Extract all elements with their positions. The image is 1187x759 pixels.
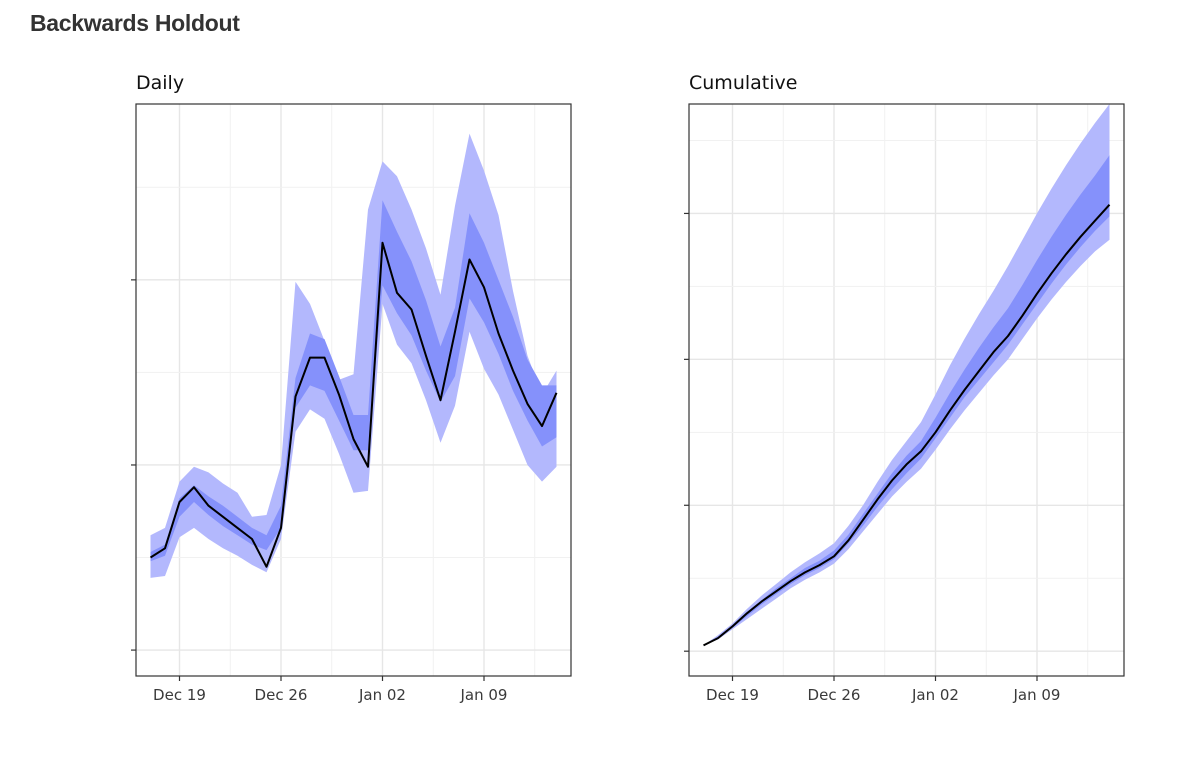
x-tick-label: Jan 02 <box>911 686 959 704</box>
median-line <box>703 204 1111 647</box>
panel-cumulative: Cumulative Dec 19 Dec 26 Jan 02 Jan 09 <box>684 72 1125 704</box>
page-title: Backwards Holdout <box>30 10 240 36</box>
median-line <box>149 241 558 568</box>
x-tick-label: Dec 26 <box>255 686 308 704</box>
panel-daily: Daily Dec 19 Dec 26 Jan 02 Jan 09 <box>131 72 572 704</box>
panel-border <box>688 103 1125 677</box>
outer-interval-band <box>703 104 1110 646</box>
x-tick-label: Dec 19 <box>153 686 206 704</box>
outer-interval-band <box>150 133 557 578</box>
x-tick-label: Dec 19 <box>706 686 759 704</box>
x-tick-label: Jan 02 <box>358 686 406 704</box>
panel-border <box>135 103 572 677</box>
x-tick-label: Jan 09 <box>1013 686 1061 704</box>
panel-title: Cumulative <box>689 72 797 94</box>
x-tick-label: Dec 26 <box>808 686 861 704</box>
panel-title: Daily <box>136 72 184 94</box>
x-tick-label: Jan 09 <box>460 686 508 704</box>
